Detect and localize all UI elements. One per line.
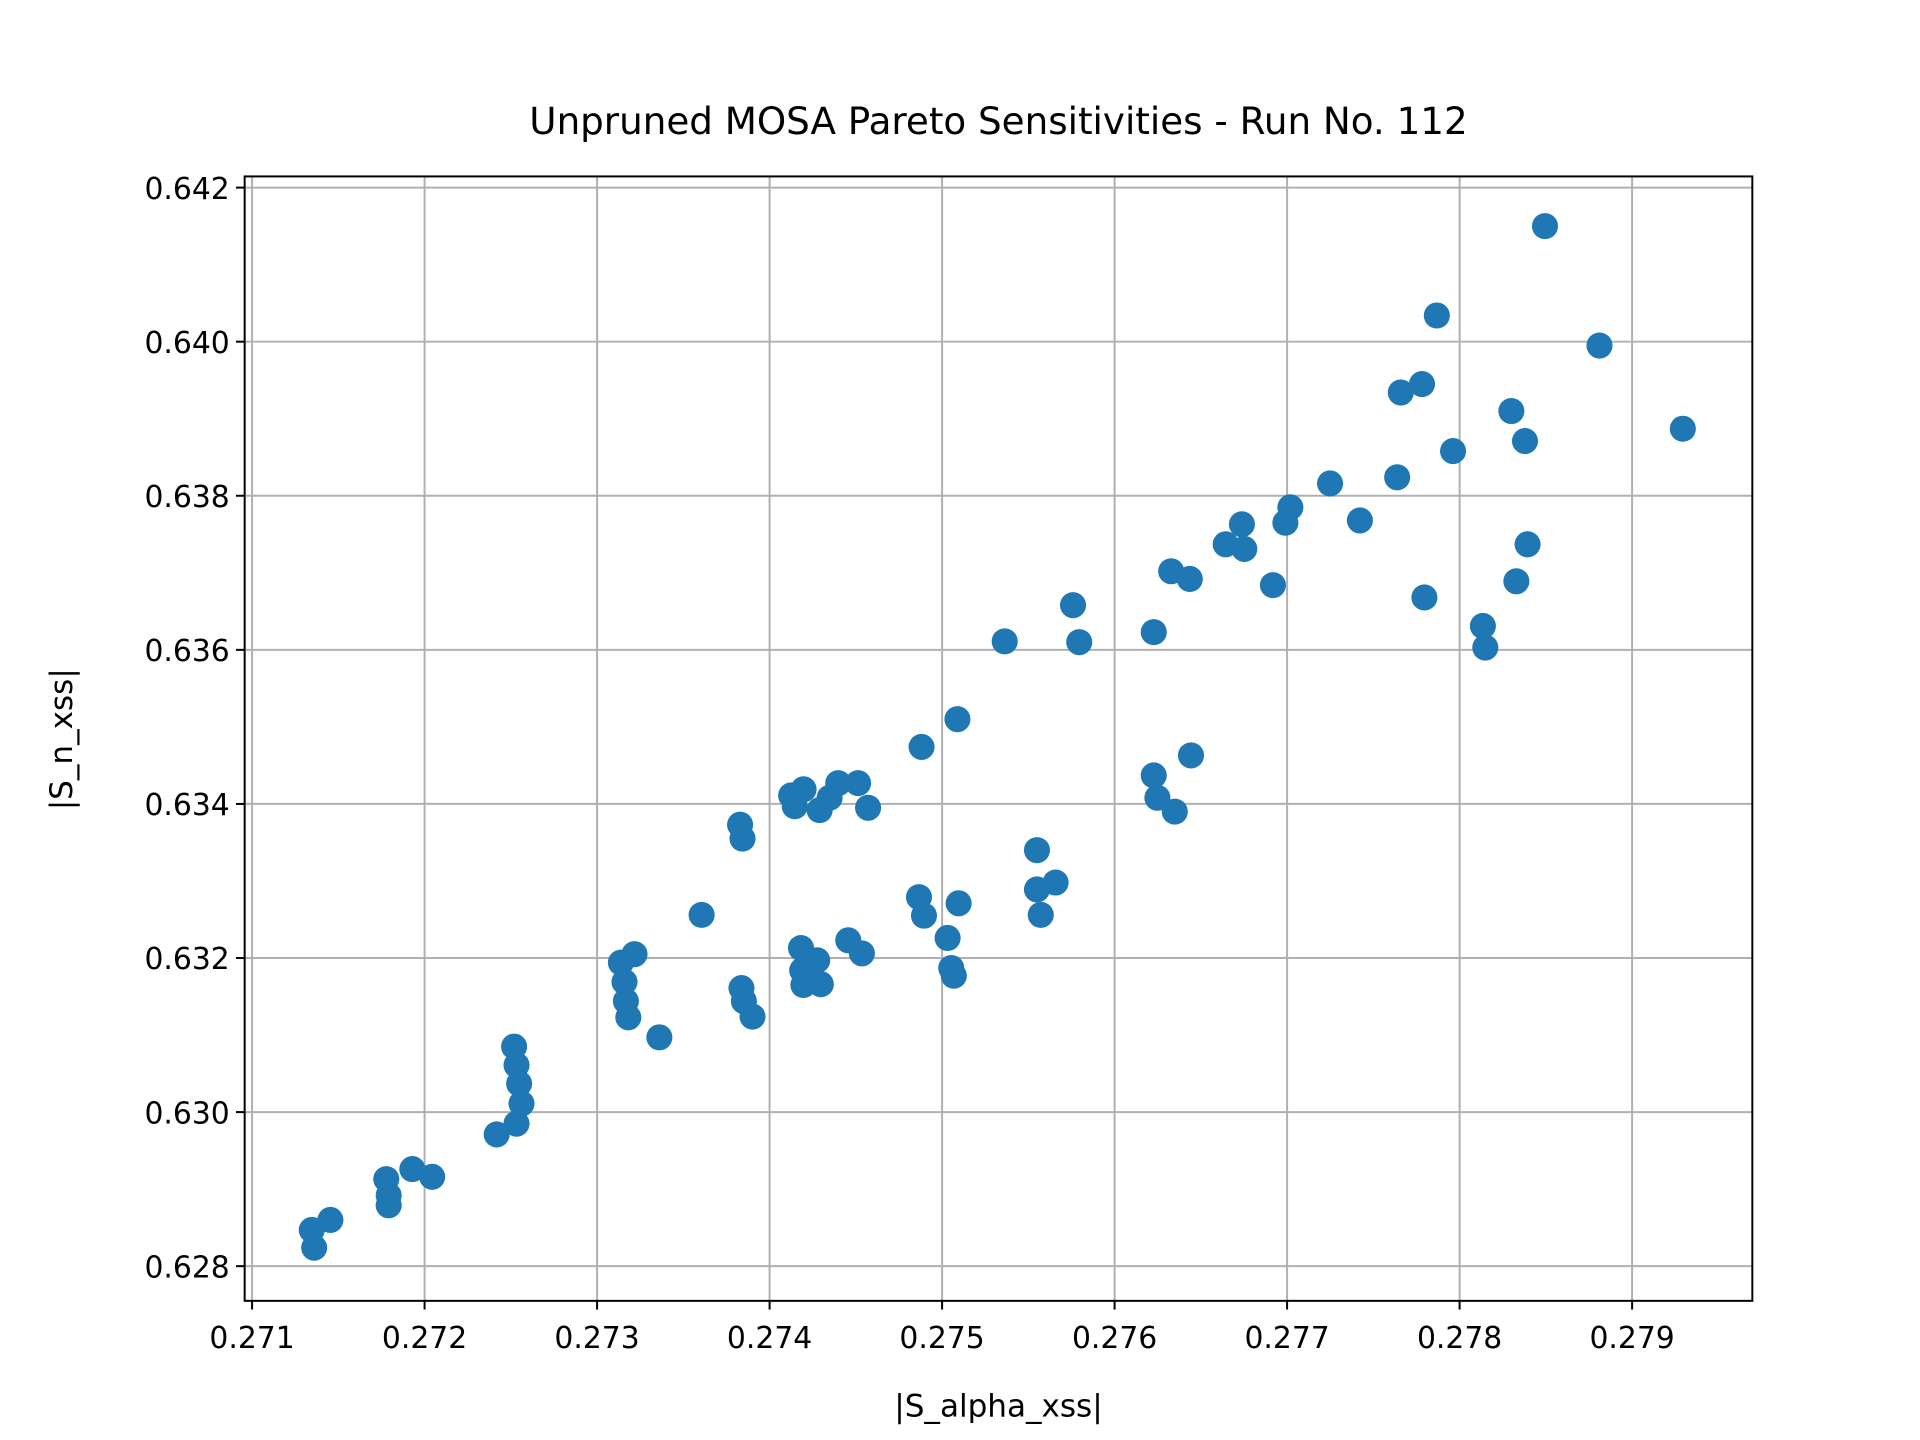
scatter-point (940, 962, 967, 989)
y-axis-label: |S_n_xss| (44, 668, 80, 810)
scatter-point (1387, 379, 1414, 406)
scatter-point (845, 770, 872, 797)
scatter-point (781, 793, 808, 820)
scatter-point (503, 1110, 530, 1137)
y-tick-label: 0.640 (144, 326, 229, 361)
scatter-point (688, 901, 715, 928)
scatter-point (1161, 798, 1188, 825)
x-tick-label: 0.277 (1244, 1321, 1329, 1356)
scatter-point (419, 1163, 446, 1190)
scatter-point (1144, 784, 1171, 811)
scatter-point (1498, 397, 1525, 425)
scatter-point (1140, 619, 1167, 646)
scatter-point (1066, 629, 1093, 656)
scatter-point (910, 902, 938, 929)
scatter-point (1669, 415, 1696, 442)
scatter-point (1177, 742, 1205, 769)
scatter-point (1027, 901, 1054, 928)
scatter-point (1317, 470, 1344, 497)
scatter-point (1469, 612, 1496, 640)
scatter-point (611, 968, 638, 995)
scatter-point (483, 1121, 510, 1148)
scatter-point (1423, 302, 1450, 329)
scatter-point (375, 1192, 402, 1219)
scatter-point (1503, 568, 1530, 595)
scatter-point (1586, 332, 1613, 359)
scatter-point (607, 949, 634, 976)
scatter-point (1346, 507, 1373, 534)
x-tick-label: 0.271 (209, 1321, 294, 1356)
scatter-point (1259, 572, 1286, 599)
scatter-point (1514, 531, 1541, 558)
scatter-point (1023, 876, 1051, 903)
scatter-point (855, 794, 882, 821)
scatter-point (1176, 565, 1203, 593)
scatter-point (1531, 213, 1559, 240)
x-tick-label: 0.275 (899, 1321, 984, 1356)
x-tick-label: 0.272 (382, 1321, 467, 1356)
scatter-point (944, 706, 971, 733)
scatter-point (739, 1003, 766, 1030)
scatter-point (1511, 428, 1539, 455)
scatter-point (1408, 371, 1436, 398)
y-tick-label: 0.636 (144, 634, 229, 669)
scatter-point (991, 628, 1018, 655)
x-tick-label: 0.279 (1589, 1321, 1674, 1356)
scatter-point (908, 733, 935, 760)
scatter-point (399, 1156, 426, 1183)
scatter-point (615, 1004, 642, 1031)
scatter-point (301, 1234, 328, 1261)
scatter-point (945, 890, 972, 917)
y-tick-label: 0.630 (144, 1096, 229, 1131)
axes-frame (243, 175, 1754, 1302)
scatter-point (806, 797, 833, 824)
chart-title: Unpruned MOSA Pareto Sensitivities - Run… (529, 99, 1467, 143)
scatter-point (508, 1090, 535, 1117)
x-tick-label: 0.276 (1072, 1321, 1157, 1356)
y-tick-label: 0.642 (144, 172, 229, 207)
scatter-point (1059, 592, 1087, 619)
scatter-point (848, 940, 875, 967)
x-axis-label: |S_alpha_xss| (894, 1388, 1102, 1424)
scatter-point (1023, 837, 1051, 864)
scatter-point (646, 1024, 673, 1051)
scatter-point (1411, 584, 1438, 611)
scatter-point (807, 971, 834, 998)
y-tick-label: 0.632 (144, 942, 229, 977)
grid (244, 176, 1753, 1301)
scatter-point (1440, 438, 1467, 465)
plot-area (298, 213, 1696, 1261)
scatter-point (934, 924, 961, 952)
scatter-point (729, 825, 756, 852)
x-tick-label: 0.273 (554, 1321, 639, 1356)
x-tick-label: 0.278 (1417, 1321, 1502, 1356)
scatter-point (506, 1070, 533, 1097)
scatter-point (1472, 634, 1499, 661)
x-tick-label: 0.274 (727, 1321, 812, 1356)
scatter-point (1272, 509, 1299, 536)
scatter-point (1140, 762, 1167, 789)
y-tick-label: 0.628 (144, 1250, 229, 1285)
ticks: 0.271 0.272 0.273 0.274 0.275 0.276 0.277 0.278… (144, 172, 1674, 1356)
y-tick-label: 0.638 (144, 480, 229, 515)
scatter-point (1231, 535, 1258, 562)
scatter-point (1384, 464, 1411, 491)
scatter-point (1228, 511, 1255, 538)
y-tick-label: 0.634 (144, 788, 229, 823)
